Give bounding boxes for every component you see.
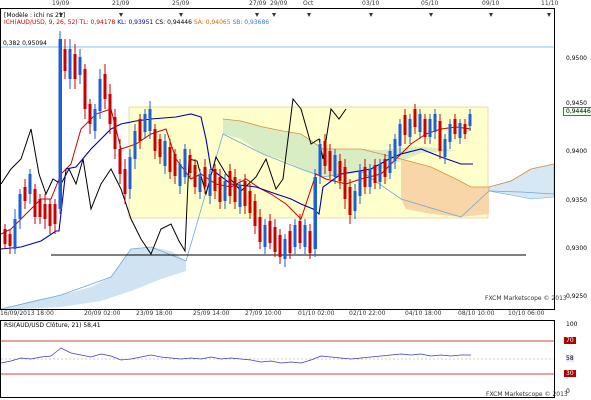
rsi-legend: RSI(AUD/USD Clôture, 21) 58,41 bbox=[4, 322, 101, 329]
main-chart-svg bbox=[1, 13, 554, 309]
bottom-time-label: 20/09 02:00 bbox=[84, 310, 121, 317]
rsi-label-0: 0 bbox=[566, 388, 570, 395]
top-date-label: 03/10 bbox=[362, 0, 380, 7]
top-date-label: 27/09 bbox=[249, 0, 267, 7]
rsi-panel[interactable]: RSI(AUD/USD Clôture, 21) 58,41 FXCM Mark… bbox=[0, 320, 568, 398]
bottom-time-label: 25/09 14:00 bbox=[193, 310, 230, 317]
top-date-label: 11/10 bbox=[541, 0, 559, 7]
top-date-label: Oct bbox=[303, 0, 314, 7]
legend-series: ICH(AUD/USD, 9, 26, 52) TL: 0,94178 KL: … bbox=[4, 19, 269, 26]
y-tick-label: 0,9450 bbox=[566, 100, 587, 107]
span-b-line bbox=[1, 133, 554, 309]
legend-ich: ICH(AUD/USD, 9, 26, 52) bbox=[4, 19, 78, 26]
y-tick-label: 0,9300 bbox=[566, 245, 587, 252]
kumo-blue-left bbox=[1, 247, 186, 309]
top-date-label: 09/10 bbox=[482, 0, 500, 7]
top-date-label: 19/09 bbox=[52, 0, 70, 7]
y-tick-label: 0,9500 bbox=[566, 55, 587, 62]
kumo-green bbox=[223, 119, 456, 177]
top-date-label: 25/09 bbox=[172, 0, 190, 7]
legend-tl: TL: 0,94178 bbox=[79, 19, 116, 26]
rsi-svg bbox=[1, 340, 554, 375]
chart-watermark: FXCM Marketscope © 2013 bbox=[485, 295, 567, 302]
bottom-time-label: 01/10 02:00 bbox=[298, 310, 335, 317]
top-date-label: 29/09 bbox=[270, 0, 288, 7]
bottom-time-label: 08/10 10:00 bbox=[458, 310, 495, 317]
bottom-time-label: 04/10 18:00 bbox=[405, 310, 442, 317]
y-tick-label: 0,9250 bbox=[566, 293, 587, 300]
last-price-badge: 0,94446 bbox=[563, 107, 591, 116]
y-tick-label: 0,9400 bbox=[566, 148, 587, 155]
kumo-orange bbox=[401, 159, 489, 217]
bottom-time-label: 23/09 18:00 bbox=[136, 310, 173, 317]
main-chart-panel[interactable]: [Modèle : ichi ns 21] ICH(AUD/USD, 9, 26… bbox=[0, 8, 567, 310]
legend-sa: SA: 0,94065 bbox=[193, 19, 231, 26]
bottom-time-label: 02/10 22:00 bbox=[349, 310, 386, 317]
bottom-time-label: 27/09 10:00 bbox=[245, 310, 282, 317]
rsi-label-70: 70 bbox=[564, 337, 576, 344]
fib-label: 0,382 0,95094 bbox=[3, 40, 47, 47]
legend-kl: KL: 0,93951 bbox=[117, 19, 154, 26]
rsi-label-100: 100 bbox=[566, 321, 578, 328]
top-date-label: 05/10 bbox=[421, 0, 439, 7]
span-a-line bbox=[222, 118, 554, 188]
candles bbox=[3, 31, 472, 267]
bottom-time-label: 10/10 06:00 bbox=[508, 310, 545, 317]
chikou-line bbox=[1, 97, 347, 256]
top-markers bbox=[59, 13, 551, 17]
legend-cs: CS: 0,94446 bbox=[155, 19, 192, 26]
rsi-watermark: FXCM Marketscope © 2013 bbox=[486, 391, 568, 398]
top-date-label: 21/09 bbox=[112, 0, 130, 7]
y-tick-label: 0,9350 bbox=[566, 197, 587, 204]
legend-model: [Modèle : ichi ns 21] bbox=[4, 12, 66, 19]
rsi-line bbox=[1, 347, 471, 364]
legend-sb: SB: 0,93686 bbox=[232, 19, 270, 26]
bottom-time-label: 16/09/2013 18:00 bbox=[0, 310, 54, 317]
rsi-label-58: 58 bbox=[566, 355, 574, 362]
rsi-label-30: 30 bbox=[564, 370, 576, 377]
